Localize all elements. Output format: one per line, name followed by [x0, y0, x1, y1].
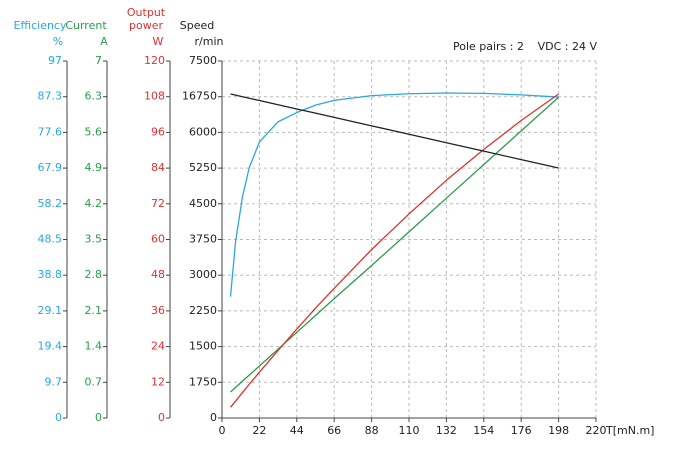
x-tick-label: 66	[327, 424, 341, 437]
y-tick-label: 7500	[189, 54, 217, 67]
y-tick-label: 84	[151, 161, 165, 174]
y-tick-label: 60	[151, 233, 165, 246]
x-tick-label: 0	[219, 424, 226, 437]
y-tick-label: 3750	[189, 233, 217, 246]
x-tick-label: 220	[586, 424, 607, 437]
y-tick-label: 5250	[189, 161, 217, 174]
y-tick-label: 36	[151, 304, 165, 317]
curve	[229, 92, 559, 297]
y-tick-label: 3.5	[85, 233, 103, 246]
y-tick-label: 48.5	[38, 233, 63, 246]
curve	[230, 96, 560, 393]
y-tick-label: 7	[95, 54, 102, 67]
y-tick-label: 9.7	[45, 375, 63, 388]
y-tick-label: 6000	[189, 125, 217, 138]
y-tick-label: 0	[95, 411, 102, 424]
annotation: VDC : 24 V	[538, 40, 598, 53]
x-tick-label: 198	[548, 424, 569, 437]
y-tick-label: 16750	[182, 90, 217, 103]
y-tick-label: 2.8	[85, 268, 103, 281]
y-tick-label: 72	[151, 197, 165, 210]
y-axis-title: Output power	[127, 6, 166, 32]
y-tick-label: 87.3	[38, 90, 63, 103]
y-axis-unit: A	[100, 35, 108, 48]
y-axis-unit: r/min	[195, 35, 224, 48]
y-tick-label: 1750	[189, 375, 217, 388]
y-tick-label: 0	[158, 411, 165, 424]
x-tick-label: 110	[399, 424, 420, 437]
x-tick-label: 176	[511, 424, 532, 437]
y-tick-label: 0	[210, 411, 217, 424]
y-tick-label: 29.1	[38, 304, 63, 317]
y-tick-label: 120	[144, 54, 165, 67]
y-axis-title: Efficiency	[14, 19, 67, 32]
x-axis-label: T[mN.m]	[605, 424, 654, 437]
y-tick-label: 1500	[189, 340, 217, 353]
y-tick-label: 67.9	[38, 161, 63, 174]
y-tick-label: 97	[48, 54, 62, 67]
y-axis-unit: %	[53, 35, 63, 48]
y-tick-label: 77.6	[38, 125, 63, 138]
y-tick-label: 2250	[189, 304, 217, 317]
x-tick-label: 44	[290, 424, 304, 437]
y-tick-label: 96	[151, 125, 165, 138]
annotation: Pole pairs : 2	[453, 40, 524, 53]
x-tick-label: 154	[473, 424, 494, 437]
y-axis-unit: W	[153, 35, 164, 48]
y-tick-label: 58.2	[38, 197, 63, 210]
y-tick-label: 4.9	[85, 161, 103, 174]
y-tick-label: 4500	[189, 197, 217, 210]
y-tick-label: 0.7	[85, 375, 103, 388]
y-axis-title: Current	[65, 19, 107, 32]
curve	[230, 93, 559, 169]
x-tick-label: 22	[252, 424, 266, 437]
x-tick-label: 132	[436, 424, 457, 437]
y-axis-title: Speed	[180, 19, 214, 32]
y-tick-label: 108	[144, 90, 165, 103]
y-tick-label: 24	[151, 340, 165, 353]
y-tick-label: 38.8	[38, 268, 63, 281]
y-tick-label: 48	[151, 268, 165, 281]
y-tick-label: 0	[55, 411, 62, 424]
y-tick-label: 19.4	[38, 340, 63, 353]
y-tick-label: 1.4	[85, 340, 103, 353]
curve	[229, 93, 559, 408]
y-tick-label: 2.1	[85, 304, 103, 317]
y-tick-label: 12	[151, 375, 165, 388]
y-tick-label: 3000	[189, 268, 217, 281]
y-tick-label: 5.6	[85, 125, 103, 138]
y-tick-label: 4.2	[85, 197, 103, 210]
x-tick-label: 88	[365, 424, 379, 437]
y-tick-label: 6.3	[85, 90, 103, 103]
